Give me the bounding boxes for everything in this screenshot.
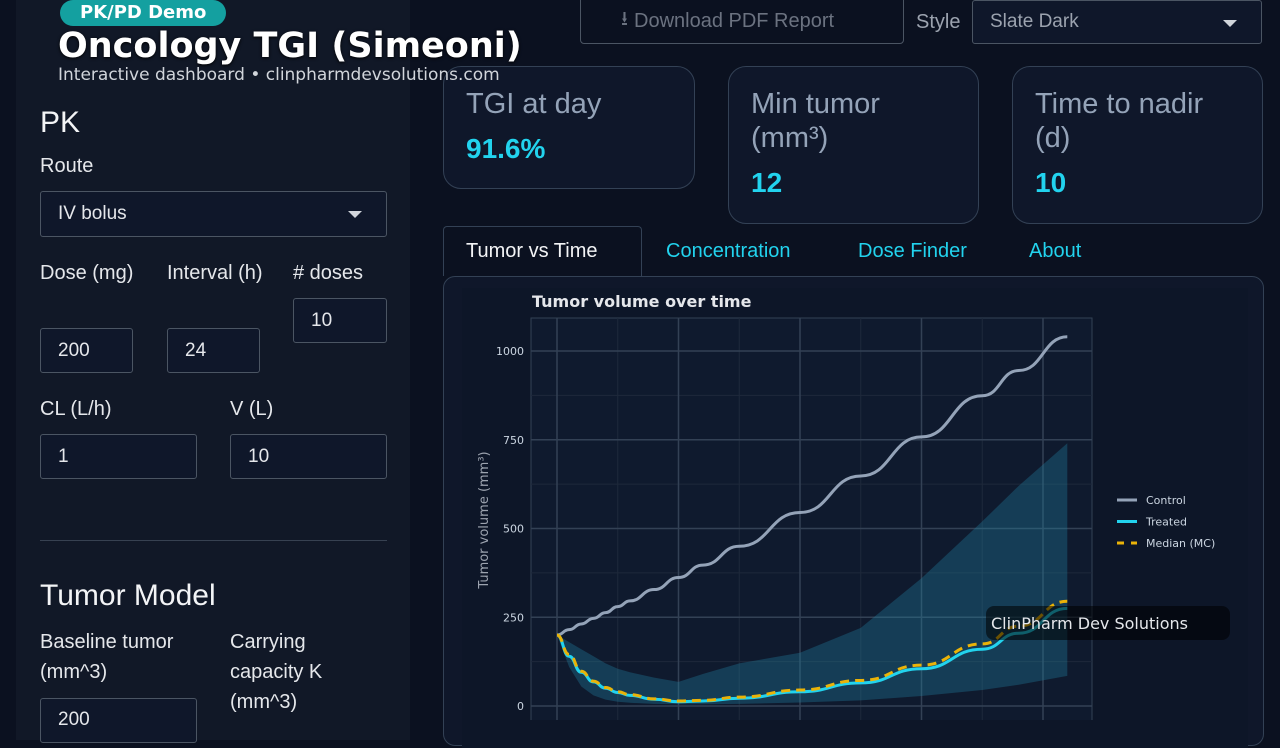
- header-badge: PK/PD Demo: [60, 0, 227, 26]
- metric-card-min-tumor: Min tumor (mm³) 12: [728, 66, 979, 224]
- metric-value: 10: [1035, 167, 1067, 198]
- style-value: Slate Dark: [990, 11, 1079, 32]
- k-label: Carrying capacity K (mm^3): [230, 631, 323, 713]
- v-input[interactable]: 10: [230, 434, 387, 479]
- tab-dose-finder[interactable]: Dose Finder: [858, 239, 967, 262]
- download-icon: ⭳: [621, 8, 628, 30]
- y-tick-label: 250: [503, 611, 524, 624]
- chevron-down-icon: [1223, 20, 1237, 27]
- confidence-band: [557, 443, 1068, 705]
- watermark-text: ClinPharm Dev Solutions: [991, 613, 1188, 633]
- metric-card-nadir: Time to nadir (d) 10: [1012, 66, 1263, 224]
- series-line-control: [556, 335, 1068, 637]
- divider: [40, 540, 387, 541]
- style-select[interactable]: Slate Dark: [972, 0, 1262, 44]
- metric-title: TGI at day: [466, 88, 602, 120]
- metric-card-tgi: TGI at day 91.6%: [443, 66, 695, 189]
- legend-label: Control: [1146, 494, 1186, 507]
- y-axis-label: Tumor volume (mm³): [477, 451, 492, 589]
- interval-label: Interval (h): [167, 262, 263, 284]
- route-select[interactable]: IV bolus: [40, 191, 387, 237]
- style-label: Style: [916, 11, 961, 33]
- page-subtitle: Interactive dashboard • clinpharmdevsolu…: [58, 65, 500, 85]
- tab-concentration[interactable]: Concentration: [666, 239, 791, 262]
- y-tick-label: 500: [503, 523, 524, 536]
- metric-title: Time to nadir (d): [1035, 88, 1204, 154]
- y-tick-label: 0: [517, 700, 524, 713]
- dose-input[interactable]: 200: [40, 328, 133, 373]
- tab-tumor-vs-time[interactable]: Tumor vs Time: [443, 226, 642, 276]
- tumor-chart: Tumor volume over time Tumor volume (mm³…: [477, 292, 1215, 720]
- ndoses-input[interactable]: 10: [293, 298, 387, 343]
- badge-text: PK/PD Demo: [80, 2, 207, 23]
- pk-heading: PK: [40, 106, 81, 139]
- cl-input[interactable]: 1: [40, 434, 197, 479]
- metric-value: 91.6%: [466, 133, 546, 164]
- legend-label: Treated: [1145, 516, 1187, 529]
- cl-label: CL (L/h): [40, 398, 112, 420]
- download-label: Download PDF Report: [634, 9, 835, 32]
- page-title: Oncology TGI (Simeoni): [58, 26, 522, 66]
- legend-label: Median (MC): [1146, 537, 1215, 550]
- baseline-label: Baseline tumor (mm^3): [40, 631, 174, 683]
- tab-about[interactable]: About: [1029, 239, 1082, 262]
- chevron-down-icon: [348, 211, 362, 218]
- interval-input[interactable]: 24: [167, 328, 260, 373]
- dose-label: Dose (mg): [40, 262, 134, 284]
- y-tick-label: 750: [503, 434, 524, 447]
- chart-title: Tumor volume over time: [532, 292, 752, 311]
- watermark: ClinPharm Dev Solutions: [986, 606, 1230, 640]
- series-line-median-mc-: [556, 599, 1068, 703]
- download-pdf-button[interactable]: ⭳ Download PDF Report: [580, 0, 904, 44]
- route-label: Route: [40, 155, 94, 177]
- v-label: V (L): [230, 398, 274, 420]
- metric-value: 12: [751, 167, 783, 198]
- route-value: IV bolus: [58, 203, 127, 224]
- tumor-model-heading: Tumor Model: [40, 579, 216, 612]
- ndoses-label: # doses: [293, 262, 364, 284]
- metric-title: Min tumor (mm³): [751, 88, 880, 154]
- y-tick-label: 1000: [496, 345, 524, 358]
